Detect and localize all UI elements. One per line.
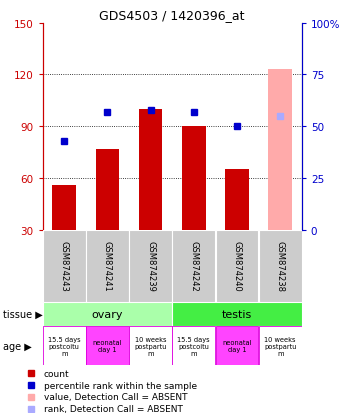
Bar bbox=[268, 70, 292, 230]
Bar bbox=[86, 326, 129, 366]
Text: GSM874239: GSM874239 bbox=[146, 241, 155, 292]
Bar bbox=[173, 326, 215, 366]
Text: 10 weeks
postpartu
m: 10 weeks postpartu m bbox=[264, 336, 296, 356]
Bar bbox=[43, 230, 86, 302]
Bar bbox=[216, 230, 258, 302]
Bar bbox=[129, 326, 172, 366]
Text: ovary: ovary bbox=[92, 309, 123, 319]
Text: count: count bbox=[44, 369, 69, 378]
Text: 15.5 days
postcoitu
m: 15.5 days postcoitu m bbox=[48, 336, 80, 356]
Bar bbox=[173, 302, 301, 326]
Bar bbox=[259, 230, 301, 302]
Text: GSM874242: GSM874242 bbox=[189, 241, 198, 292]
Bar bbox=[173, 230, 215, 302]
Text: neonatal
day 1: neonatal day 1 bbox=[222, 339, 252, 352]
Title: GDS4503 / 1420396_at: GDS4503 / 1420396_at bbox=[100, 9, 245, 22]
Text: 10 weeks
postpartu
m: 10 weeks postpartu m bbox=[134, 336, 167, 356]
Text: tissue ▶: tissue ▶ bbox=[3, 309, 43, 319]
Text: rank, Detection Call = ABSENT: rank, Detection Call = ABSENT bbox=[44, 404, 182, 413]
Bar bbox=[216, 326, 258, 366]
Bar bbox=[139, 109, 162, 230]
Bar bbox=[225, 170, 249, 230]
Text: testis: testis bbox=[222, 309, 252, 319]
Text: GSM874240: GSM874240 bbox=[233, 241, 241, 292]
Bar bbox=[52, 185, 76, 230]
Text: 15.5 days
postcoitu
m: 15.5 days postcoitu m bbox=[177, 336, 210, 356]
Text: GSM874241: GSM874241 bbox=[103, 241, 112, 292]
Text: GSM874243: GSM874243 bbox=[60, 241, 69, 292]
Text: neonatal
day 1: neonatal day 1 bbox=[93, 339, 122, 352]
Bar bbox=[259, 326, 301, 366]
Bar bbox=[43, 326, 86, 366]
Text: GSM874238: GSM874238 bbox=[276, 241, 285, 292]
Bar bbox=[43, 302, 172, 326]
Bar bbox=[129, 230, 172, 302]
Bar bbox=[86, 230, 129, 302]
Text: value, Detection Call = ABSENT: value, Detection Call = ABSENT bbox=[44, 392, 187, 401]
Bar bbox=[182, 127, 206, 230]
Text: age ▶: age ▶ bbox=[3, 341, 32, 351]
Bar bbox=[95, 149, 119, 230]
Text: percentile rank within the sample: percentile rank within the sample bbox=[44, 381, 197, 389]
